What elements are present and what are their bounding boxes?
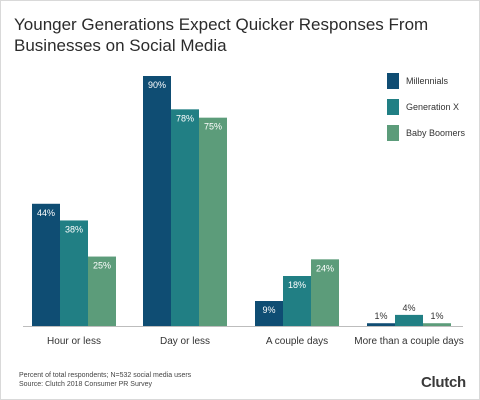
- legend-swatch-baby-boomers: [387, 125, 399, 141]
- legend-label-baby-boomers: Baby Boomers: [406, 128, 466, 138]
- legend: Millennials Generation X Baby Boomers: [387, 73, 465, 151]
- data-label-generation-x-a-couple-days: 18%: [288, 280, 306, 290]
- chart-title: Younger Generations Expect Quicker Respo…: [14, 15, 429, 55]
- data-label-millennials-day-or-less: 90%: [148, 80, 166, 90]
- data-label-generation-x-day-or-less: 78%: [176, 113, 194, 123]
- footnote-respondents: Percent of total respondents; N=532 soci…: [19, 372, 192, 379]
- data-label-millennials-more-than-a-couple-days: 1%: [374, 311, 387, 321]
- data-label-generation-x-hour-or-less: 38%: [65, 224, 83, 234]
- legend-item-generation-x: Generation X: [387, 99, 465, 115]
- x-tick-label-more-than-a-couple-days: More than a couple days: [354, 336, 464, 347]
- bar-generation-x-hour-or-less: [60, 220, 88, 326]
- bar-millennials-a-couple-days: [255, 301, 283, 326]
- bar-generation-x-more-than-a-couple-days: [395, 314, 423, 326]
- legend-swatch-millennials: [387, 73, 399, 89]
- data-label-baby-boomers-more-than-a-couple-days: 1%: [430, 311, 443, 321]
- footnote-source: Source: Clutch 2018 Consumer PR Survey: [19, 381, 153, 388]
- bar-millennials-hour-or-less: [32, 203, 60, 326]
- bar-baby-boomers-day-or-less: [199, 117, 227, 327]
- data-label-baby-boomers-day-or-less: 75%: [204, 122, 222, 132]
- bar-baby-boomers-a-couple-days: [311, 259, 339, 326]
- clutch-logo: Clutch: [421, 374, 466, 391]
- data-label-baby-boomers-a-couple-days: 24%: [316, 263, 334, 273]
- legend-item-millennials: Millennials: [387, 73, 465, 89]
- bar-generation-x-a-couple-days: [283, 276, 311, 326]
- footnote: Percent of total respondents; N=532 soci…: [19, 371, 191, 389]
- bar-baby-boomers-hour-or-less: [88, 256, 116, 326]
- legend-label-generation-x: Generation X: [406, 102, 460, 112]
- x-tick-label-day-or-less: Day or less: [160, 336, 210, 347]
- bar-millennials-day-or-less: [143, 76, 171, 326]
- data-label-millennials-hour-or-less: 44%: [37, 208, 55, 218]
- legend-item-baby-boomers: Baby Boomers: [387, 125, 465, 141]
- data-label-generation-x-more-than-a-couple-days: 4%: [402, 303, 415, 313]
- bar-baby-boomers-more-than-a-couple-days: [423, 323, 451, 326]
- legend-swatch-generation-x: [387, 99, 399, 115]
- x-tick-label-a-couple-days: A couple days: [266, 336, 328, 347]
- legend-label-millennials: Millennials: [406, 76, 449, 86]
- x-tick-label-hour-or-less: Hour or less: [47, 336, 101, 347]
- data-label-millennials-a-couple-days: 9%: [262, 305, 275, 315]
- bar-generation-x-day-or-less: [171, 109, 199, 326]
- data-label-baby-boomers-hour-or-less: 25%: [93, 261, 111, 271]
- bar-millennials-more-than-a-couple-days: [367, 323, 395, 326]
